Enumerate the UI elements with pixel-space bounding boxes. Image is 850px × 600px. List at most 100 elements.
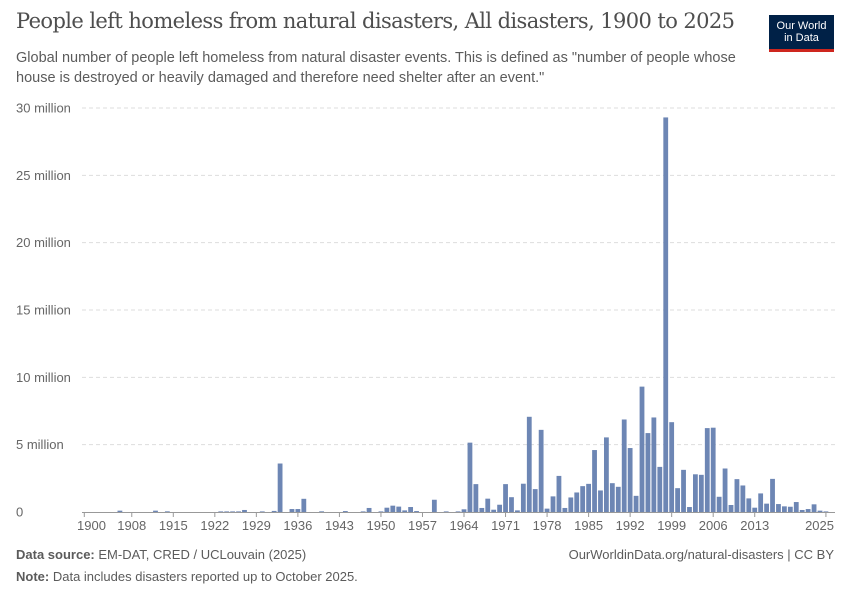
- bar-1930[interactable]: [259, 511, 265, 512]
- bar-2009[interactable]: [728, 504, 734, 512]
- bar-1980[interactable]: [556, 475, 562, 512]
- bar-1981[interactable]: [562, 507, 568, 512]
- bar-1992[interactable]: [627, 448, 633, 512]
- bar-1936[interactable]: [295, 509, 301, 512]
- bar-1952[interactable]: [390, 505, 396, 512]
- gridlines: [82, 107, 835, 446]
- bar-1912[interactable]: [153, 510, 158, 512]
- bar-1985[interactable]: [586, 483, 592, 512]
- bar-1935[interactable]: [289, 509, 295, 512]
- bar-2001[interactable]: [681, 469, 686, 512]
- bar-2014[interactable]: [758, 493, 764, 512]
- bar-1964[interactable]: [461, 509, 467, 512]
- bar-2013[interactable]: [752, 507, 758, 512]
- bar-1963[interactable]: [455, 511, 461, 512]
- bar-2007[interactable]: [716, 496, 722, 512]
- bar-1951[interactable]: [384, 507, 390, 512]
- x-tick-label: 2025: [805, 518, 834, 533]
- bar-2006[interactable]: [710, 427, 716, 512]
- bar-1933[interactable]: [277, 463, 283, 512]
- bar-1959[interactable]: [431, 499, 437, 512]
- bar-1998[interactable]: [663, 117, 669, 512]
- bar-1940[interactable]: [319, 511, 325, 512]
- bar-2017[interactable]: [776, 504, 781, 512]
- bar-2021[interactable]: [799, 509, 805, 512]
- bar-1974[interactable]: [520, 483, 526, 512]
- bar-1932[interactable]: [271, 510, 277, 512]
- bar-1973[interactable]: [515, 510, 520, 512]
- bar-2016[interactable]: [770, 478, 775, 512]
- bar-1999[interactable]: [669, 422, 675, 512]
- bar-1971[interactable]: [503, 484, 508, 512]
- y-tick-label: 0: [16, 505, 23, 520]
- bar-2000[interactable]: [675, 488, 680, 512]
- bar-2002[interactable]: [687, 507, 692, 512]
- note-text: Data includes disasters reported up to O…: [52, 569, 358, 584]
- bar-1983[interactable]: [574, 492, 580, 512]
- bar-1997[interactable]: [657, 466, 663, 512]
- bar-1975[interactable]: [526, 416, 532, 512]
- bar-2025[interactable]: [823, 511, 829, 512]
- bar-2012[interactable]: [746, 498, 752, 512]
- bar-1988[interactable]: [604, 437, 609, 512]
- bar-1914[interactable]: [164, 511, 170, 512]
- bar-1948[interactable]: [366, 507, 372, 512]
- bar-1977[interactable]: [538, 429, 544, 512]
- bar-1947[interactable]: [360, 511, 366, 512]
- bar-2004[interactable]: [698, 474, 704, 512]
- bar-1986[interactable]: [592, 450, 597, 512]
- bar-1993[interactable]: [633, 495, 639, 512]
- x-tick-label: 1992: [616, 518, 645, 533]
- bar-2024[interactable]: [817, 510, 823, 512]
- bar-1994[interactable]: [639, 386, 645, 512]
- bar-1976[interactable]: [532, 489, 538, 512]
- bar-2010[interactable]: [734, 479, 740, 512]
- bar-1978[interactable]: [544, 508, 550, 512]
- bar-1990[interactable]: [615, 486, 621, 512]
- bar-2020[interactable]: [793, 502, 799, 512]
- bar-1955[interactable]: [408, 507, 414, 512]
- bar-2008[interactable]: [722, 468, 728, 512]
- bar-1984[interactable]: [580, 486, 586, 512]
- bar-2019[interactable]: [787, 506, 793, 512]
- bar-1950[interactable]: [378, 511, 384, 512]
- bar-1996[interactable]: [651, 417, 657, 512]
- bar-1995[interactable]: [645, 433, 651, 512]
- bar-2018[interactable]: [781, 506, 787, 512]
- source-url-link[interactable]: OurWorldinData.org/natural-disasters | C…: [568, 547, 834, 562]
- bar-1972[interactable]: [509, 497, 514, 512]
- bar-1989[interactable]: [609, 483, 615, 512]
- bar-1982[interactable]: [568, 497, 574, 512]
- bar-1969[interactable]: [491, 509, 497, 512]
- bar-1991[interactable]: [621, 419, 627, 512]
- bar-1926[interactable]: [236, 511, 241, 512]
- bar-1924[interactable]: [224, 511, 230, 512]
- bar-2023[interactable]: [811, 504, 817, 512]
- bar-1954[interactable]: [402, 510, 408, 512]
- bar-1987[interactable]: [598, 490, 603, 512]
- bar-1923[interactable]: [218, 511, 224, 512]
- bar-1967[interactable]: [479, 507, 485, 512]
- bar-1944[interactable]: [342, 511, 348, 512]
- bar-1906[interactable]: [117, 510, 123, 512]
- bar-2022[interactable]: [805, 509, 811, 512]
- y-tick-label: 15 million: [16, 303, 71, 318]
- owid-logo[interactable]: Our World in Data: [769, 15, 834, 52]
- bar-1965[interactable]: [467, 442, 473, 512]
- bar-1953[interactable]: [396, 506, 402, 512]
- bar-2011[interactable]: [740, 485, 746, 512]
- bar-1968[interactable]: [485, 498, 491, 512]
- bar-2003[interactable]: [692, 474, 698, 512]
- bar-2015[interactable]: [764, 503, 769, 512]
- bar-1966[interactable]: [473, 484, 479, 512]
- bar-1925[interactable]: [230, 511, 236, 512]
- bar-1927[interactable]: [242, 509, 247, 512]
- bar-1970[interactable]: [497, 504, 503, 512]
- bar-1937[interactable]: [301, 498, 307, 512]
- bar-2005[interactable]: [704, 428, 710, 512]
- x-tick-label: 1957: [408, 518, 437, 533]
- bar-1979[interactable]: [550, 496, 556, 512]
- bar-1956[interactable]: [414, 511, 419, 512]
- logo-line1: Our World: [776, 20, 827, 32]
- bar-1961[interactable]: [443, 511, 449, 512]
